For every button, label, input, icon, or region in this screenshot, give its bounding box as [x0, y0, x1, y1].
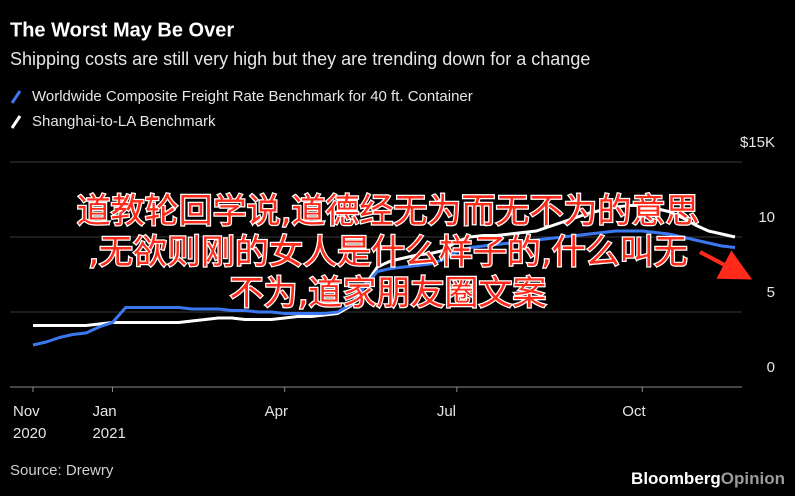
brand-name: Bloomberg: [631, 469, 721, 488]
x-tick-label: Apr: [264, 403, 288, 420]
brand: BloombergOpinion: [631, 469, 785, 488]
overlay-arrow: [699, 250, 753, 280]
chart-title: The Worst May Be Over: [10, 19, 234, 41]
legend-label: Shanghai-to-LA Benchmark: [32, 113, 216, 130]
overlay-text: ,无欲则刚的女人是什么样子的,什么叫无: [88, 233, 688, 273]
brand-suffix: Opinion: [721, 469, 785, 488]
legend-swatch: [10, 90, 22, 104]
data-line: [32, 229, 736, 347]
x-tick-label: Jan 2021: [92, 403, 126, 442]
overlay: 道教轮回学说,道德经无为而无不为的意思,无欲则刚的女人是什么样子的,什么叫无不为…: [75, 190, 700, 315]
chart-subtitle: Shipping costs are still very high but t…: [10, 49, 590, 69]
y-tick-label: $15K: [740, 134, 775, 151]
data-line: [33, 204, 736, 327]
plot-area: 0 5 10 $15K: [10, 134, 775, 392]
source: Source: Drewry: [10, 462, 114, 479]
legend-swatch: [10, 115, 22, 129]
y-tick-label: 10: [758, 209, 775, 226]
x-tick-label: Jul: [436, 403, 457, 420]
x-tick-label: Oct: [622, 403, 646, 420]
x-tick-label: Nov 2020: [13, 403, 47, 442]
y-tick-label: 0: [767, 359, 775, 376]
overlay-text: 道教轮回学说,道德经无为而无不为的意思: [77, 192, 700, 232]
overlay-text: 不为,道家朋友圈文案: [230, 274, 547, 314]
legend-label: Worldwide Composite Freight Rate Benchma…: [32, 88, 473, 105]
y-tick-label: 5: [767, 284, 775, 301]
